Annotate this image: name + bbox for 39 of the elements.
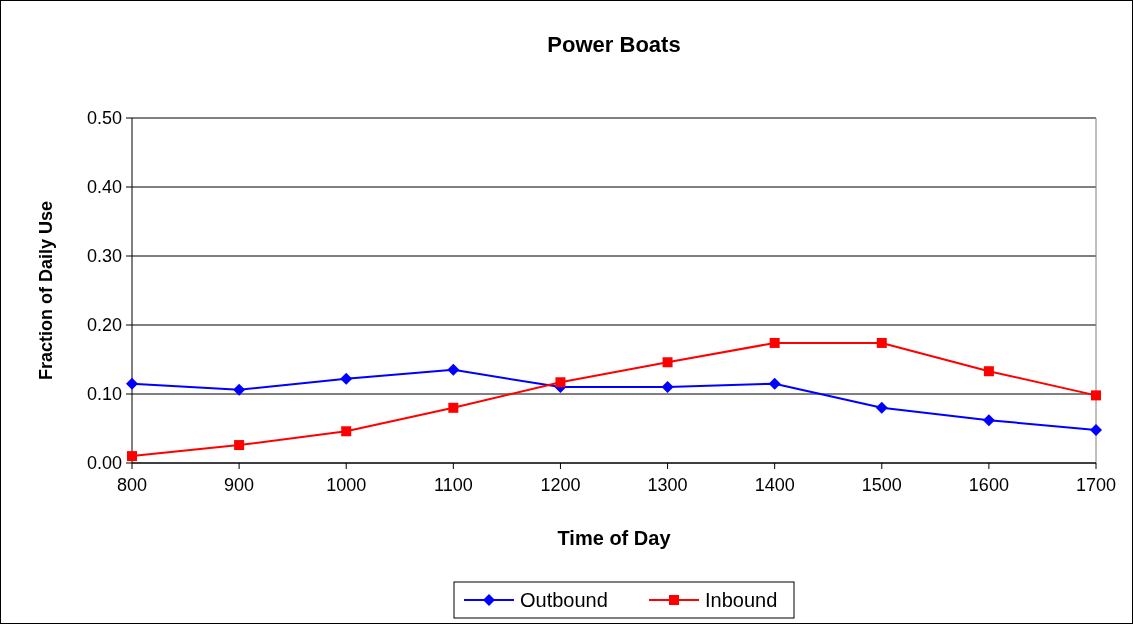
point: [448, 402, 459, 413]
y-axis-title: Fraction of Daily Use: [36, 200, 56, 381]
point: [447, 363, 460, 376]
point: [341, 426, 352, 437]
x-tick-label: 1500: [861, 475, 902, 495]
x-tick-label: 1400: [754, 475, 795, 495]
y-tick-label: 0.10: [86, 384, 122, 405]
point: [769, 337, 780, 348]
x-axis-title: Time of Day: [557, 527, 672, 549]
point: [768, 377, 781, 390]
point: [340, 372, 353, 385]
point: [1091, 390, 1101, 401]
x-tick-label: 900: [224, 475, 255, 495]
x-tick-label: 1200: [540, 475, 581, 495]
point: [233, 383, 246, 396]
y-tick-label: 0.50: [86, 108, 122, 129]
y-tick-label: 0.30: [86, 246, 122, 267]
point: [982, 414, 995, 427]
point: [875, 401, 888, 414]
legend-label: Outbound: [520, 589, 608, 611]
y-tick-label: 0.40: [86, 177, 122, 198]
point: [1090, 423, 1102, 436]
x-tick-label: 1600: [968, 475, 1009, 495]
y-tick-label: 0.20: [86, 315, 122, 336]
x-tick-label: 1000: [326, 475, 367, 495]
point: [234, 440, 245, 451]
point: [983, 366, 994, 377]
chart-title: Power Boats: [547, 32, 681, 57]
x-tick-label: 1300: [647, 475, 688, 495]
point: [126, 377, 138, 390]
point: [661, 381, 674, 394]
x-tick-label: 1700: [1075, 475, 1117, 495]
x-tick-label: 800: [116, 475, 148, 495]
point: [662, 357, 673, 368]
y-tick-label: 0.00: [86, 453, 122, 474]
point: [555, 377, 566, 388]
legend-label: Inbound: [705, 589, 778, 611]
point: [876, 337, 887, 348]
x-tick-label: 1100: [433, 475, 473, 495]
